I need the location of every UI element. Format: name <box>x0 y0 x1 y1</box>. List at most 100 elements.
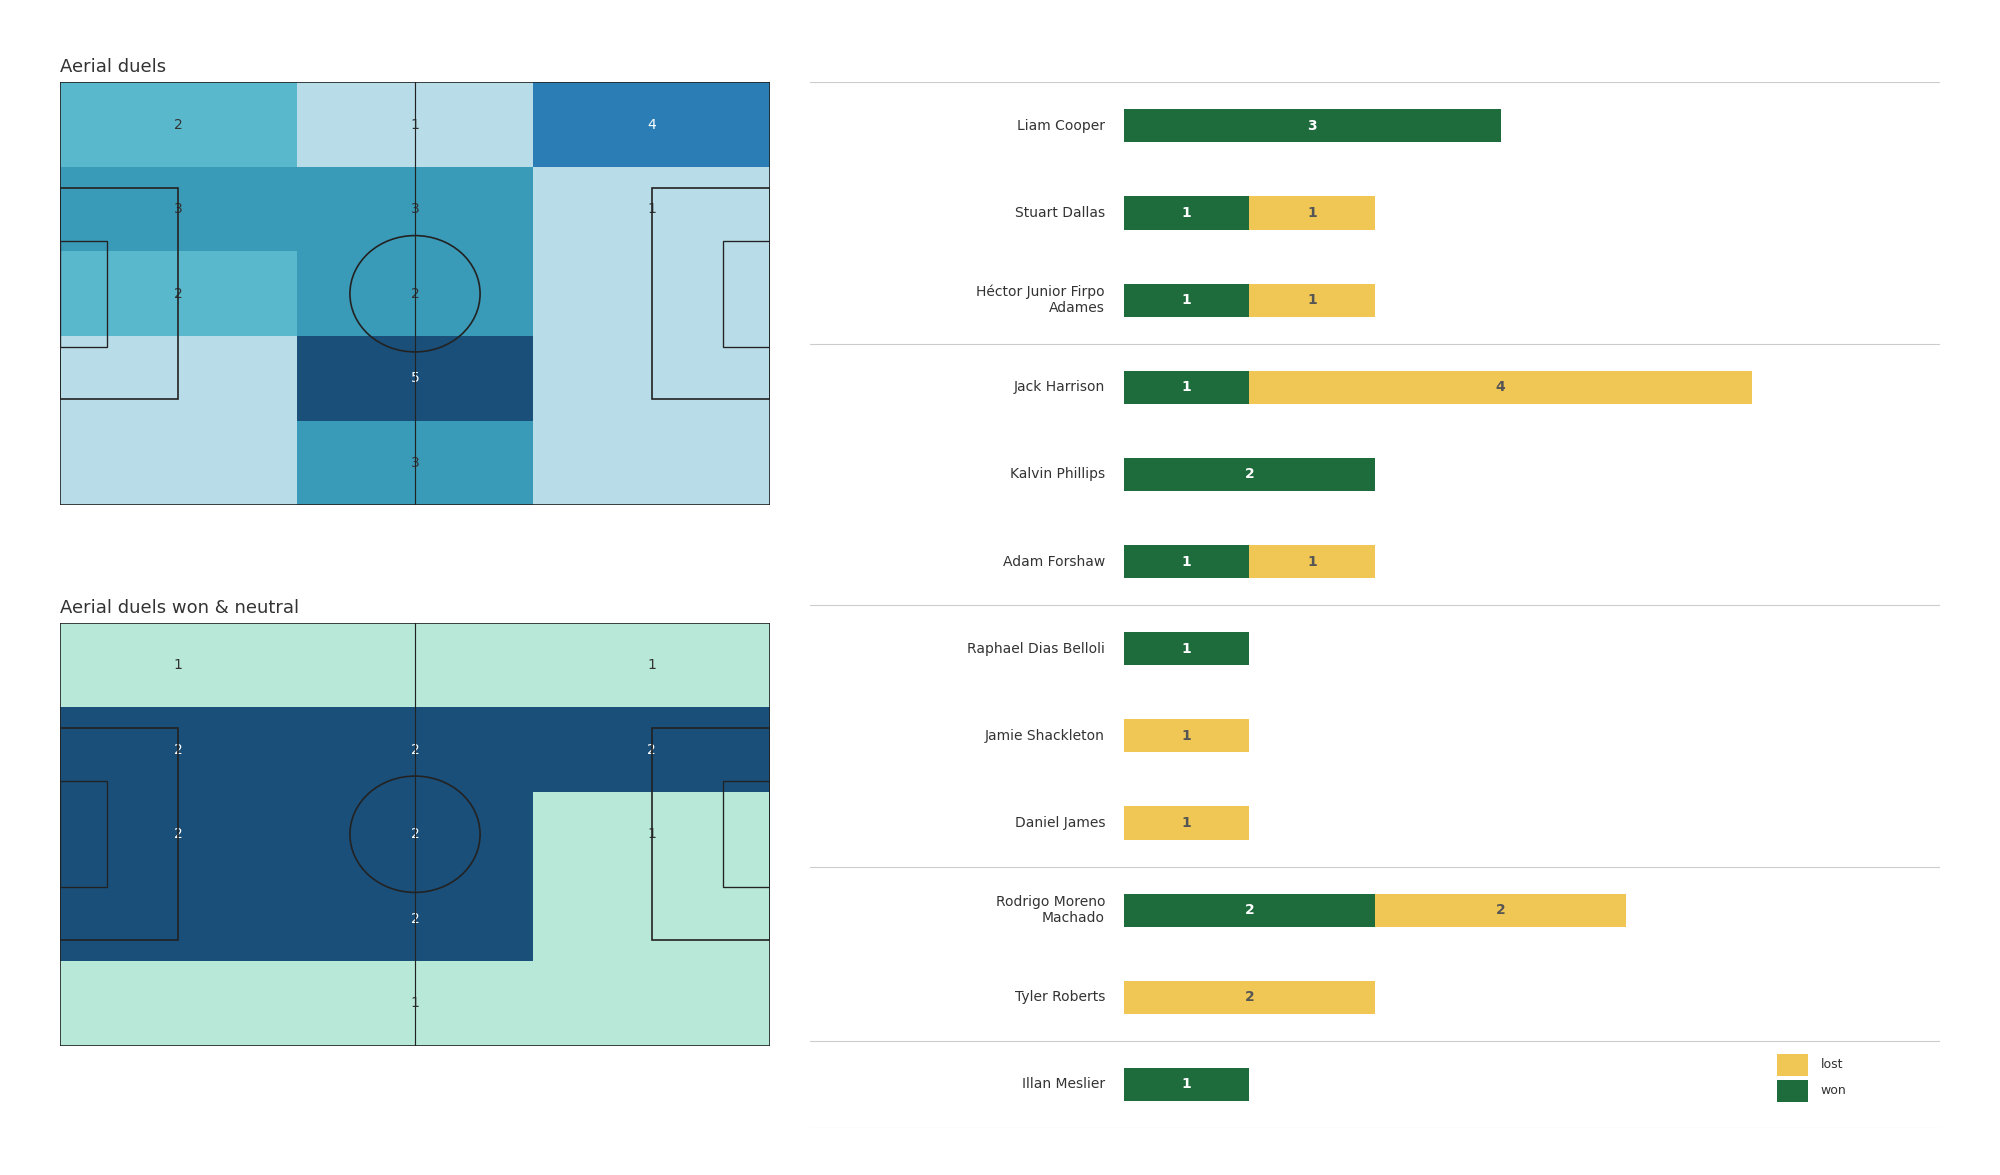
Text: 1: 1 <box>1182 728 1192 743</box>
Bar <box>652 188 770 400</box>
Bar <box>60 251 296 336</box>
Text: Illan Meslier: Illan Meslier <box>1022 1077 1106 1092</box>
Text: 2: 2 <box>410 287 420 301</box>
Text: 3: 3 <box>410 456 420 470</box>
Bar <box>534 707 770 792</box>
Bar <box>296 877 534 961</box>
Bar <box>60 781 108 887</box>
Text: Rodrigo Moreno
Machado: Rodrigo Moreno Machado <box>996 895 1106 925</box>
Text: 1: 1 <box>410 996 420 1010</box>
Bar <box>60 421 296 505</box>
Text: Adam Forshaw: Adam Forshaw <box>1002 555 1106 569</box>
Text: Raphael Dias Belloli: Raphael Dias Belloli <box>968 642 1106 656</box>
Text: 5: 5 <box>410 371 420 385</box>
Bar <box>534 623 770 707</box>
Text: 2: 2 <box>410 912 420 926</box>
Text: 4: 4 <box>648 118 656 132</box>
Text: Aerial duels: Aerial duels <box>60 59 166 76</box>
Text: Héctor Junior Firpo
Adames: Héctor Junior Firpo Adames <box>976 284 1106 315</box>
Bar <box>534 82 770 167</box>
Bar <box>1376 893 1626 927</box>
Bar <box>296 336 534 421</box>
Bar <box>1124 458 1376 491</box>
Bar <box>60 961 296 1046</box>
Bar <box>60 167 296 251</box>
Bar <box>722 241 770 347</box>
Text: 2: 2 <box>1496 904 1506 918</box>
Text: 2: 2 <box>1244 904 1254 918</box>
Text: 2: 2 <box>1244 468 1254 482</box>
Bar <box>1124 370 1250 404</box>
Text: 1: 1 <box>174 658 182 672</box>
Bar <box>60 792 296 877</box>
Text: 2: 2 <box>174 287 182 301</box>
Bar <box>296 167 534 251</box>
Bar <box>1124 981 1376 1014</box>
Text: lost: lost <box>1820 1059 1844 1072</box>
Bar <box>60 336 296 421</box>
Text: 3: 3 <box>1308 119 1318 133</box>
Text: 2: 2 <box>410 827 420 841</box>
Bar <box>296 623 534 707</box>
Text: 2: 2 <box>648 743 656 757</box>
Bar <box>1250 283 1376 317</box>
Bar <box>296 961 534 1046</box>
Bar <box>296 251 534 336</box>
Bar <box>296 792 534 877</box>
Bar <box>1124 806 1250 840</box>
Text: 1: 1 <box>1308 555 1318 569</box>
Text: Daniel James: Daniel James <box>1014 815 1106 830</box>
Text: 2: 2 <box>174 743 182 757</box>
Bar <box>60 623 296 707</box>
Bar <box>296 421 534 505</box>
Bar <box>534 961 770 1046</box>
Bar <box>1124 283 1250 317</box>
Text: 1: 1 <box>1182 381 1192 395</box>
Text: 2: 2 <box>1244 991 1254 1005</box>
Bar <box>1250 370 1752 404</box>
Text: 1: 1 <box>1182 293 1192 307</box>
Bar <box>1124 719 1250 752</box>
Text: 2: 2 <box>410 743 420 757</box>
Text: 2: 2 <box>174 118 182 132</box>
Bar <box>1124 196 1250 229</box>
Text: Kalvin Phillips: Kalvin Phillips <box>1010 468 1106 482</box>
Text: 1: 1 <box>1182 206 1192 220</box>
Bar <box>534 167 770 251</box>
Bar <box>722 781 770 887</box>
Text: Jack Harrison: Jack Harrison <box>1014 381 1106 395</box>
Bar <box>1124 893 1376 927</box>
Text: 1: 1 <box>410 118 420 132</box>
Text: 1: 1 <box>648 202 656 216</box>
Text: 4: 4 <box>1496 381 1506 395</box>
Bar <box>60 241 108 347</box>
Bar <box>1124 545 1250 578</box>
Bar <box>1250 545 1376 578</box>
Bar <box>296 707 534 792</box>
Text: 1: 1 <box>1308 206 1318 220</box>
Text: 3: 3 <box>174 202 182 216</box>
Text: 2: 2 <box>174 827 182 841</box>
Bar <box>534 792 770 877</box>
Bar <box>1776 1080 1808 1102</box>
Bar <box>1124 109 1500 142</box>
Bar <box>652 728 770 940</box>
Text: 3: 3 <box>410 202 420 216</box>
Bar <box>534 251 770 336</box>
Bar <box>1124 1068 1250 1101</box>
Text: Jamie Shackleton: Jamie Shackleton <box>986 728 1106 743</box>
Bar <box>1776 1054 1808 1076</box>
Text: Aerial duels won & neutral: Aerial duels won & neutral <box>60 599 300 617</box>
Text: 1: 1 <box>648 827 656 841</box>
Bar <box>1250 196 1376 229</box>
Bar <box>296 82 534 167</box>
Text: Tyler Roberts: Tyler Roberts <box>1014 991 1106 1005</box>
Bar <box>60 82 296 167</box>
Text: 1: 1 <box>1308 293 1318 307</box>
Text: 1: 1 <box>1182 642 1192 656</box>
Text: 1: 1 <box>1182 555 1192 569</box>
Text: 1: 1 <box>1182 815 1192 830</box>
Bar <box>60 728 178 940</box>
Text: 1: 1 <box>648 658 656 672</box>
Bar <box>534 336 770 421</box>
